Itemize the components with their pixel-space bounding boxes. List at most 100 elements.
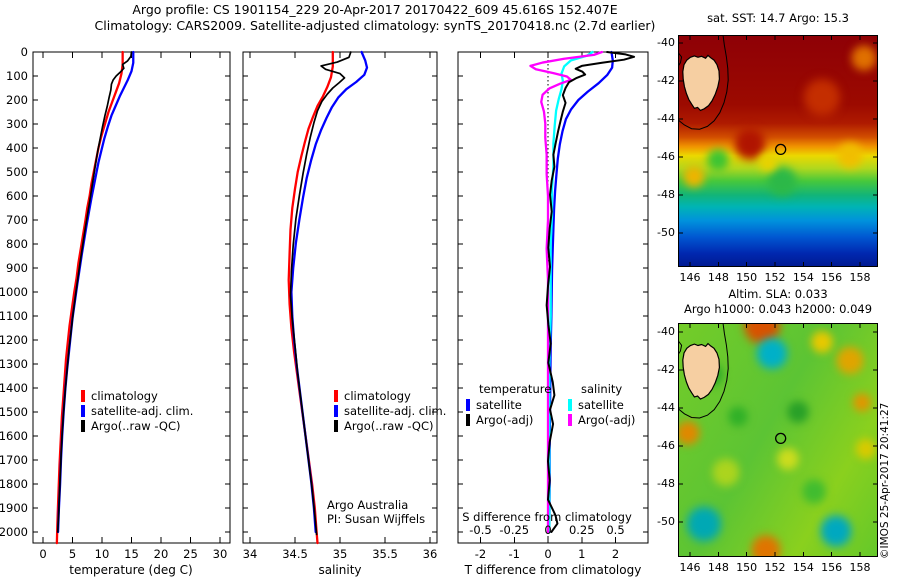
shelf-contour [678,323,729,419]
legend-marker [568,398,572,411]
lon-tick-label: 152 [764,561,786,574]
legend-label: Argo(-adj) [578,412,636,427]
legend-entry: satellite-adj. clim. [81,403,193,418]
difference-legend: temperature satellite Argo(-adj) salinity sa… [466,382,670,427]
legend-header: salinity [581,382,623,396]
depth-tick-label: 1600 [0,429,28,443]
temperature-panel: 0 5 10 15 20 25 300100200300400500600700800900… [0,45,231,577]
field-blob [678,417,701,449]
legend-label: satellite-adj. clim. [344,403,447,418]
legend-marker [334,419,338,432]
x-tick-label: 0 [39,547,46,561]
lat-tick-label: -44 [657,112,675,125]
field-blob [819,511,853,552]
lon-tick-label: 146 [679,271,701,284]
lat-tick-label: -42 [657,363,675,376]
T-argo-adj-line [545,51,636,533]
x-tick-label: -2 [475,547,486,561]
depth-tick-label: 400 [6,141,28,155]
lat-tick-label: -50 [657,226,675,239]
legend-entry: satellite-adj. clim. [334,403,446,418]
legend-marker [81,389,85,402]
x-axis-label: temperature (deg C) [69,563,192,577]
x-tick-label: 1 [578,547,585,561]
map-overlay [678,35,878,267]
legend-column: temperature satellite Argo(-adj) [466,382,568,427]
lon-tick-label: 154 [792,561,814,574]
difference-panel: -2 -1 0 1 2 T difference from climatology [457,50,649,577]
figure-title-line1: Argo profile: CS 1901154_229 20-Apr-2017… [132,2,618,17]
map-overlay [678,323,878,557]
x-tick-label: 20 [154,547,169,561]
depth-tick-label: 700 [6,213,28,227]
legend-entry: Argo(-adj) [466,412,568,427]
field-blob [750,531,782,557]
legend-entry: climatology [334,388,446,403]
x-axis-label: T difference from climatology [464,563,642,577]
s-tick-label: -0.5 [469,523,492,537]
x-tick-label: 10 [95,547,110,561]
field-blob [711,455,741,491]
legend-marker [334,389,338,402]
legend-label: satellite-adj. clim. [91,403,194,418]
legend-label: Argo(..raw -QC) [91,418,181,433]
field-blob [836,139,864,172]
lat-tick-label: -46 [657,439,675,452]
legend-entry: satellite [466,397,568,412]
x-tick-label: 0 [544,547,551,561]
legend-marker [466,398,470,411]
lon-tick-label: 158 [849,271,871,284]
satellite-adj-clim-line [56,50,135,534]
lon-tick-label: 150 [736,561,758,574]
field-blob [801,476,827,507]
field-blob [802,74,842,121]
depth-tick-label: 800 [6,237,28,251]
salinity-panel: 34 34.5 35 35.5 36 salinity [242,50,438,577]
legend-entry: climatology [81,388,193,403]
lon-tick-label: 156 [821,561,843,574]
field-blob [852,390,872,415]
satellite-adj-clim-line [290,50,369,534]
temperature-legend: climatology satellite-adj. clim. Argo(..ra… [81,388,193,433]
figure-title-line2: Climatology: CARS2009. Satellite-adjuste… [94,18,656,33]
legend-label: Argo(..raw -QC) [344,418,434,433]
lon-tick-label: 154 [792,271,814,284]
legend-label: Argo(-adj) [476,412,534,427]
field-blob [758,151,778,175]
x-tick-label: 35 [333,547,348,561]
S-satellite-line [548,50,594,534]
depth-tick-label: 300 [6,117,28,131]
legend-marker [81,419,85,432]
legend-label: satellite [476,397,522,412]
legend-marker [334,404,338,417]
lon-tick-label: 148 [707,561,729,574]
depth-tick-label: 600 [6,189,28,203]
sla-map [678,323,878,557]
x-tick-label: 25 [183,547,198,561]
lat-tick-label: -46 [657,150,675,163]
x-axis-label: salinity [318,563,361,577]
depth-tick-label: 1800 [0,477,28,491]
credit-pi: PI: Susan Wijffels [327,511,426,526]
field-blob [685,502,723,547]
float-position-marker [775,143,787,156]
sla-map-title-line2: Argo h1000: 0.043 h2000: 0.049 [683,302,873,316]
credit-program: Argo Australia [327,498,409,512]
sla-map-title-line1: Altim. SLA: 0.033 [728,287,828,301]
depth-tick-label: 1700 [0,453,28,467]
depth-tick-label: 1500 [0,405,28,419]
shelf-contour [678,35,729,130]
legend-label: climatology [91,388,158,403]
x-tick-label: 35.5 [372,547,398,561]
legend-entry: Argo(..raw -QC) [81,418,193,433]
depth-tick-label: 1000 [0,285,28,299]
legend-marker [466,413,470,426]
legend-header: temperature [479,382,552,396]
tasmania-land [682,342,721,400]
s-tick-label: 0.25 [568,523,595,537]
depth-tick-label: 200 [6,93,28,107]
s-tick-label: 0 [544,523,552,537]
sst-map [678,35,878,267]
s-tick-label: -0.25 [499,523,530,537]
x-tick-label: 2 [612,547,619,561]
